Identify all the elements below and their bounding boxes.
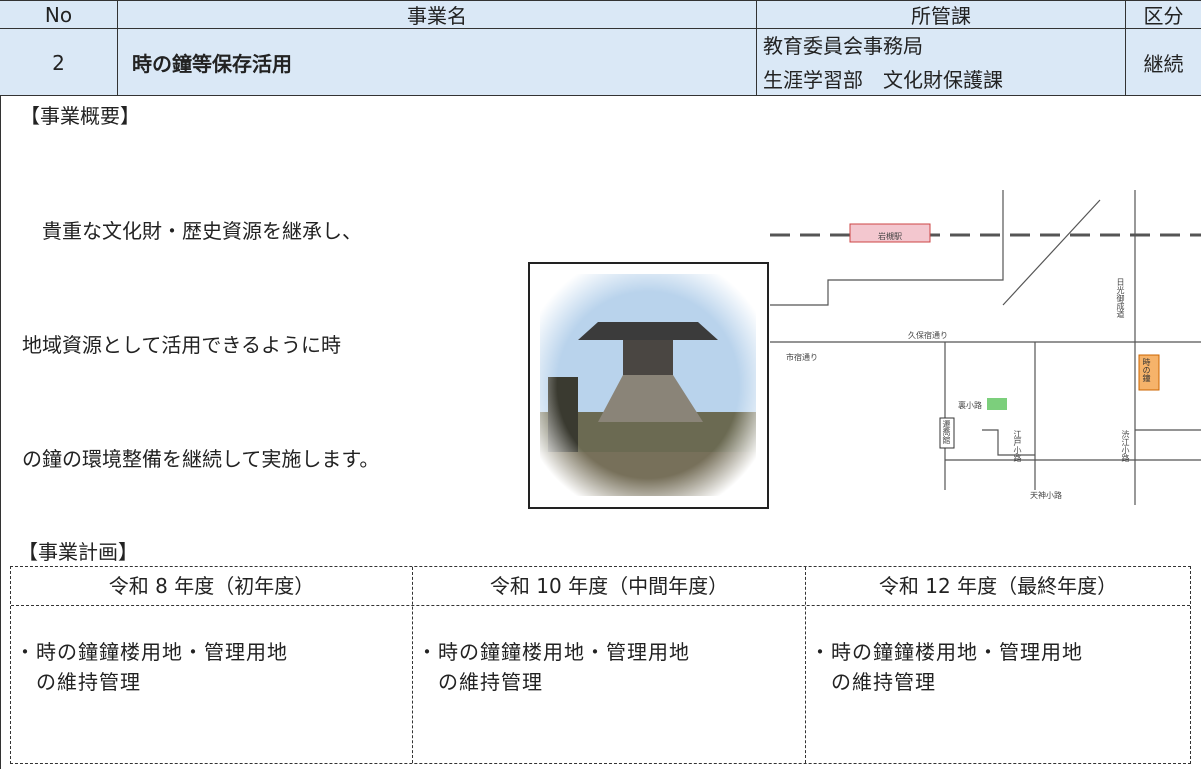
department: 教育委員会事務局 生涯学習部 文化財保護課	[757, 29, 1126, 96]
map-label: 遷喬館	[942, 420, 951, 444]
plan-item: ・時の鐘鐘楼用地・管理用地 の維持管理	[810, 637, 1083, 697]
text: の維持管理	[417, 670, 543, 694]
map-label: 久保宿通り	[908, 331, 948, 340]
name: 時の鐘等保存活用	[118, 29, 757, 96]
map-label: 市宿通り	[786, 353, 818, 362]
plan-item: ・時の鐘鐘楼用地・管理用地 の維持管理	[417, 637, 690, 697]
plan-item: ・時の鐘鐘楼用地・管理用地 の維持管理	[15, 637, 288, 697]
map-label: 時の鐘	[1142, 358, 1151, 382]
text: ・時の鐘鐘楼用地・管理用地	[15, 640, 288, 664]
text: の維持管理	[15, 670, 141, 694]
overview-line: 地域資源として活用できるように時	[22, 333, 341, 357]
col: 区分	[1143, 4, 1184, 28]
header-table: No 事業名 所管課 区分 2 時の鐘等保存活用 教育委員会事務局 生涯学習部 …	[0, 0, 1201, 96]
col: 所管課	[757, 1, 1126, 28]
photo	[528, 262, 769, 509]
plan-heading: 【事業計画】	[18, 540, 138, 564]
map-label: 江戸小路	[1013, 430, 1022, 462]
dept-line: 生涯学習部 文化財保護課	[763, 67, 1003, 92]
overview-text: 貴重な文化財・歴史資源を継承し、 地域資源として活用できるように時 の鐘の環境整…	[22, 136, 379, 516]
map-label: 岩槻駅	[878, 232, 902, 241]
map-label: 天神小路	[1030, 491, 1062, 500]
overview-line: の鐘の環境整備を継続して実施します。	[22, 447, 380, 471]
plan-col: 令和 12 年度（最終年度）	[878, 574, 1118, 598]
map-label: 裏小路	[958, 401, 982, 410]
no: 2	[0, 29, 118, 96]
plan-col: 令和 8 年度（初年度）	[108, 574, 315, 598]
plan-col: 令和 10 年度（中間年度）	[489, 574, 729, 598]
text: の維持管理	[810, 670, 936, 694]
map-label: 渋江小路	[1121, 430, 1130, 462]
map-label: 日光御成道	[1116, 278, 1125, 318]
text: ・時の鐘鐘楼用地・管理用地	[810, 640, 1083, 664]
plan-table: 令和 8 年度（初年度） 令和 10 年度（中間年度） 令和 12 年度（最終年…	[10, 566, 1191, 764]
overview-line: 貴重な文化財・歴史資源を継承し、	[22, 219, 362, 243]
map	[770, 190, 1201, 505]
col: 事業名	[118, 1, 757, 28]
overview-heading: 【事業概要】	[20, 104, 140, 128]
dept-line: 教育委員会事務局	[763, 33, 923, 58]
text: ・時の鐘鐘楼用地・管理用地	[417, 640, 690, 664]
col: No	[0, 1, 118, 28]
category: 継続	[1143, 52, 1184, 76]
